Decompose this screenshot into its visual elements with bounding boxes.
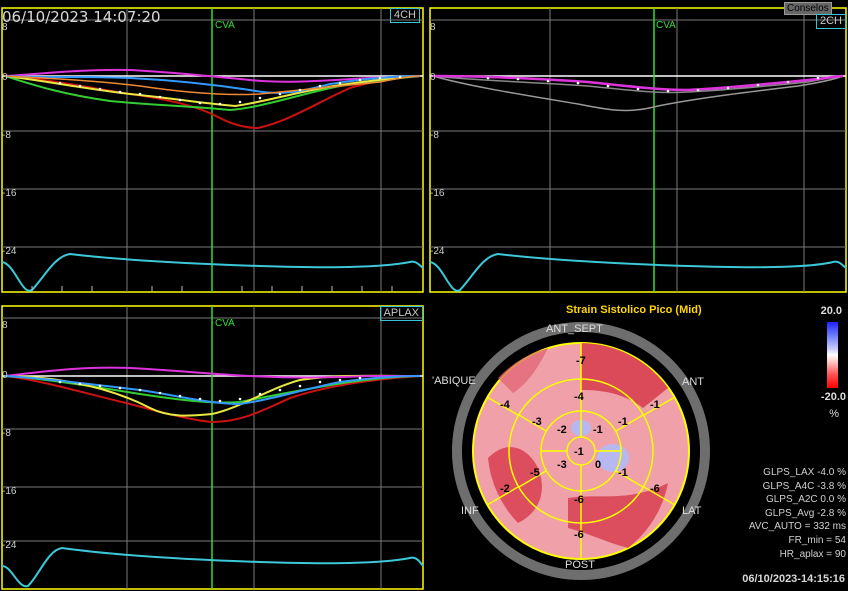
y-tick-aplax-m16: -16 (2, 486, 17, 497)
wall-label-inf: INF (461, 505, 479, 517)
y-tick-aplax-0: 0 (2, 370, 8, 381)
y-tick-4ch-m16: -16 (2, 188, 17, 199)
y-tick-4ch-m24: -24 (2, 246, 17, 257)
strain-panel-2ch[interactable]: Conselos 2CH CVA 8 0 -8 -16 -24 (428, 2, 848, 294)
stat-glps-a2c: GLPS_A2C 0.0 % (765, 494, 846, 506)
stat-fr-min: FR_min = 54 (788, 534, 846, 546)
color-scale-bar (827, 322, 838, 388)
glps-stats: GLPS_LAX -4.0 % GLPS_A4C -3.8 % GLPS_A2C… (749, 466, 846, 561)
segment-basal-post[interactable]: -6 (574, 529, 584, 541)
segment-basal-ant[interactable]: -1 (650, 399, 660, 411)
stat-glps-lax: GLPS_LAX -4.0 % (763, 467, 846, 478)
y-tick-4ch-8: 8 (2, 22, 8, 33)
scale-max-label: 20.0 (820, 305, 842, 317)
bullseye-plot[interactable]: ANT_SEPT ANT 'ABIQUE LAT INF POST -7 -1 … (428, 298, 728, 591)
view-tag-2ch[interactable]: 2CH (815, 14, 846, 29)
wall-label-septum: 'ABIQUE (432, 375, 476, 387)
view-tag-aplax[interactable]: APLAX (379, 306, 423, 321)
stat-glps-avg: GLPS_Avg -2.8 % (765, 507, 846, 519)
segment-apex[interactable]: -1 (574, 446, 584, 458)
view-tag-4ch[interactable]: 4CH (389, 8, 420, 23)
y-tick-4ch-m8: -8 (2, 130, 11, 141)
strain-plot-aplax (1, 305, 424, 590)
wall-label-post: POST (565, 559, 595, 571)
segment-apical-lat[interactable]: 0 (595, 459, 601, 471)
y-tick-2ch-m24: -24 (430, 246, 445, 257)
segment-apical-ant[interactable]: -1 (593, 424, 603, 436)
stat-avc-auto: AVC_AUTO = 332 ms (748, 521, 846, 533)
strain-panel-aplax[interactable]: APLAX CVA 8 0 -8 -16 -24 (0, 304, 425, 591)
segment-mid-inf[interactable]: -5 (530, 467, 540, 479)
cva-label-aplax: CVA (215, 318, 235, 329)
y-tick-aplax-m8: -8 (2, 428, 11, 439)
cva-label-2ch: CVA (656, 20, 676, 31)
y-tick-2ch-m16: -16 (430, 188, 445, 199)
segment-mid-ant[interactable]: -1 (618, 416, 628, 428)
segment-mid-lat[interactable]: -1 (618, 467, 628, 479)
segment-mid-septum[interactable]: -3 (532, 416, 542, 428)
y-tick-aplax-m24: -24 (2, 540, 17, 551)
timestamp-4ch: 06/10/2023 14:07:20 (2, 8, 161, 26)
y-tick-2ch-0: 0 (430, 72, 436, 83)
y-tick-2ch-8: 8 (430, 22, 436, 33)
segment-basal-inf[interactable]: -2 (500, 483, 510, 495)
segment-mid-post[interactable]: -6 (574, 494, 584, 506)
strain-panel-4ch[interactable]: 06/10/2023 14:07:20 4CH CVA 8 0 -8 -16 -… (0, 6, 425, 294)
wall-label-lat: LAT (682, 505, 702, 517)
wall-label-ant: ANT (682, 376, 704, 388)
bullseye-title: Strain Sistolico Pico (Mid) (566, 304, 702, 316)
y-tick-4ch-0: 0 (2, 72, 8, 83)
segment-basal-lat[interactable]: -6 (650, 483, 660, 495)
report-timestamp: 06/10/2023-14:15:16 (742, 573, 845, 585)
segment-mid-ant-sept[interactable]: -4 (574, 391, 585, 403)
y-tick-2ch-m8: -8 (430, 130, 439, 141)
wall-label-ant-sept: ANT_SEPT (546, 323, 603, 335)
segment-basal-septum[interactable]: -4 (500, 399, 511, 411)
bullseye-panel: Strain Sistolico Pico (Mid) (428, 298, 848, 591)
y-tick-aplax-8: 8 (2, 320, 8, 331)
stat-glps-a4c: GLPS_A4C -3.8 % (762, 480, 846, 492)
stat-hr-aplax: HR_aplax = 90 (779, 548, 846, 560)
scale-min-label: -20.0 (820, 391, 846, 403)
segment-basal-ant-sept[interactable]: -7 (576, 355, 586, 367)
segment-apical-septum[interactable]: -2 (557, 424, 567, 436)
segment-apical-inf[interactable]: -3 (557, 459, 567, 471)
conselos-button[interactable]: Conselos (784, 2, 832, 15)
strain-plot-4ch (1, 7, 424, 293)
strain-plot-2ch (429, 7, 847, 293)
cva-label-4ch: CVA (215, 20, 235, 31)
scale-unit-label: % (829, 408, 839, 420)
